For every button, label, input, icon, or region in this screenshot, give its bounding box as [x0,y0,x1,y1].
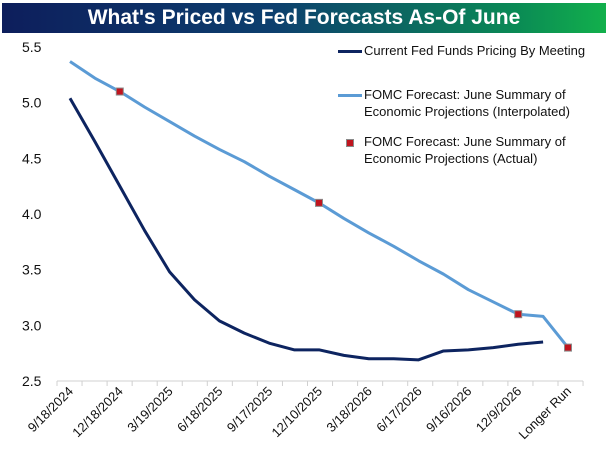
legend-label: Economic Projections (Actual) [364,151,538,166]
x-tick-label: 12/10/2025 [268,384,325,441]
legend-marker-swatch [346,138,354,147]
legend-label: Economic Projections (Interpolated) [364,104,570,119]
x-tick-label: 9/18/2024 [25,384,77,436]
data-point-marker [115,87,124,96]
x-tick-label: 3/18/2026 [323,384,375,436]
legend-label: Current Fed Funds Pricing By Meeting [364,43,586,58]
x-tick-label: Longer Run [515,384,574,443]
chart-title: What's Priced vs Fed Forecasts As-Of Jun… [2,3,606,33]
legend-item-fomc-interpolated: FOMC Forecast: June Summary of Economic … [338,86,570,120]
y-tick-label: 3.0 [22,317,42,333]
y-tick-label: 2.5 [22,373,42,389]
x-tick-label: 6/18/2025 [174,384,226,436]
legend-label: FOMC Forecast: June Summary of [364,87,566,102]
y-tick-label: 5.0 [22,95,42,111]
x-tick-label: 12/18/2024 [69,384,126,441]
y-tick-label: 4.5 [22,150,42,166]
x-tick-label: 9/16/2026 [423,384,475,436]
series-line-0 [68,97,544,362]
x-tick-label: 6/17/2026 [373,384,425,436]
x-tick-label: 9/17/2025 [224,384,276,436]
x-tick-label: 3/19/2025 [124,384,176,436]
legend-label: FOMC Forecast: June Summary of [364,134,566,149]
x-tick-label: 12/9/2026 [473,384,525,436]
data-point-marker [315,198,323,207]
y-tick-label: 5.5 [22,39,42,55]
legend-line-swatch [338,50,362,54]
legend-item-fomc-actual: FOMC Forecast: June Summary of Economic … [338,133,566,167]
data-point-marker [514,310,523,319]
data-point-marker [564,343,572,352]
legend-line-swatch [338,94,362,98]
y-tick-label: 4.0 [22,206,42,222]
legend-item-fed-pricing: Current Fed Funds Pricing By Meeting [338,42,585,59]
y-tick-label: 3.5 [22,262,42,278]
